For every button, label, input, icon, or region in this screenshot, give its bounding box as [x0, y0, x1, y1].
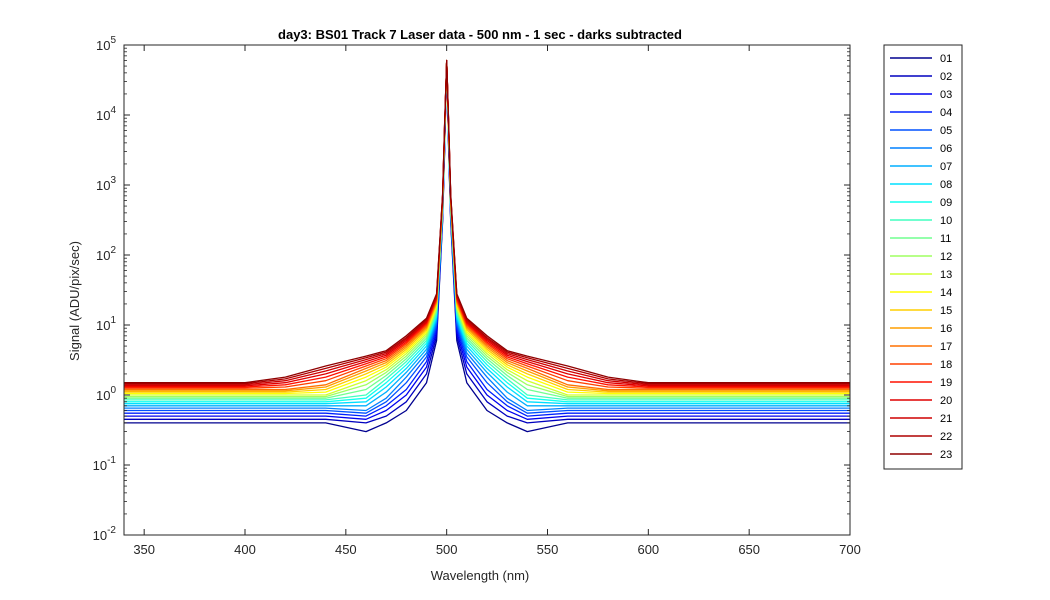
legend: 01 02 03 04 05 06 07 08 09 10 11 12 13 14 15 16 17 18 19 20… — [883, 44, 963, 470]
x-tick-label: 600 — [637, 542, 659, 557]
legend-label-23: 23 — [940, 449, 952, 461]
legend-label-07: 07 — [940, 161, 952, 173]
legend-label-16: 16 — [940, 323, 952, 335]
y-tick-label: 103 — [96, 175, 116, 193]
x-tick-label: 650 — [738, 542, 760, 557]
y-tick-label: 10-1 — [93, 455, 117, 473]
x-axis: 350 400 450 500 550 600 650 700 — [133, 45, 861, 557]
legend-label-12: 12 — [940, 251, 952, 263]
legend-label-11: 11 — [940, 233, 951, 245]
series-line-05 — [124, 59, 850, 414]
legend-label-19: 19 — [940, 377, 952, 389]
legend-label-05: 05 — [940, 125, 952, 137]
legend-label-06: 06 — [940, 143, 952, 155]
legend-label-13: 13 — [940, 269, 952, 281]
legend-label-09: 09 — [940, 197, 952, 209]
y-axis: 10-2 10-1 100 101 102 103 104 105 — [93, 35, 850, 543]
x-tick-label: 350 — [133, 542, 155, 557]
legend-label-20: 20 — [940, 395, 952, 407]
legend-label-02: 02 — [940, 71, 952, 83]
legend-label-03: 03 — [940, 89, 952, 101]
plot-area-frame — [123, 44, 851, 536]
y-tick-label: 104 — [96, 105, 116, 123]
series-line-23 — [124, 59, 850, 384]
y-tick-label: 10-2 — [93, 525, 117, 543]
legend-label-10: 10 — [940, 215, 952, 227]
legend-label-15: 15 — [940, 305, 952, 317]
chart-title: day3: BS01 Track 7 Laser data - 500 nm -… — [278, 27, 682, 42]
series-layer — [124, 59, 850, 433]
legend-label-14: 14 — [940, 287, 952, 299]
legend-label-01: 01 — [940, 53, 952, 65]
x-tick-label: 450 — [335, 542, 357, 557]
x-axis-label: Wavelength (nm) — [431, 568, 530, 583]
legend-label-22: 22 — [940, 431, 952, 443]
y-axis-label: Signal (ADU/pix/sec) — [67, 241, 82, 361]
y-tick-label: 100 — [96, 385, 116, 403]
x-tick-label: 700 — [839, 542, 861, 557]
legend-label-04: 04 — [940, 107, 952, 119]
x-tick-label: 550 — [537, 542, 559, 557]
series-line-01 — [124, 59, 850, 433]
y-tick-label: 101 — [96, 315, 116, 333]
y-tick-label: 105 — [96, 35, 116, 53]
x-tick-label: 500 — [436, 542, 458, 557]
legend-box — [883, 44, 963, 470]
series-line-04 — [124, 59, 850, 417]
legend-label-17: 17 — [940, 341, 952, 353]
y-tick-label: 102 — [96, 245, 116, 263]
legend-label-18: 18 — [940, 359, 952, 371]
legend-label-08: 08 — [940, 179, 952, 191]
legend-label-21: 21 — [940, 413, 952, 425]
x-tick-label: 400 — [234, 542, 256, 557]
